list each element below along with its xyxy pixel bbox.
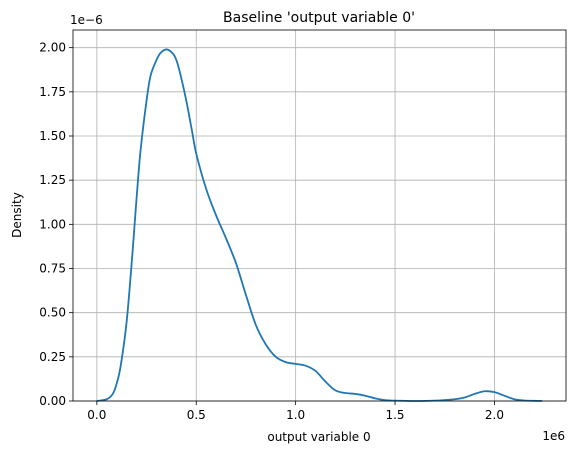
tick-layer: 0.0 0.5 1.0 1.5 2.0 0.00 0.25 0.50 0.75 1.00 1.25 1…: [39, 41, 504, 422]
x-tick-label: 0.5: [187, 408, 206, 422]
y-tick-label: 0.75: [39, 262, 66, 276]
y-tick-label: 1.75: [39, 85, 66, 99]
y-tick-label: 0.50: [39, 306, 66, 320]
x-tick-label: 1.5: [385, 408, 404, 422]
y-tick-label: 1.50: [39, 129, 66, 143]
x-tick-label: 2.0: [485, 408, 504, 422]
y-tick-label: 1.25: [39, 173, 66, 187]
x-tick-label: 1.0: [286, 408, 305, 422]
chart-title: Baseline 'output variable 0': [223, 10, 415, 26]
x-axis-label: output variable 0: [267, 430, 370, 444]
x-tick-label: 0.0: [87, 408, 106, 422]
y-tick-label: 0.25: [39, 350, 66, 364]
density-curve: [96, 48, 543, 402]
y-tick-label: 0.00: [39, 394, 66, 408]
x-offset-label: 1e6: [542, 429, 565, 443]
plot-frame: [72, 29, 567, 402]
line-layer: [96, 48, 543, 402]
y-tick-label: 2.00: [39, 41, 66, 55]
y-axis-label: Density: [10, 192, 24, 238]
y-offset-label: 1e−6: [70, 13, 103, 27]
y-tick-label: 1.00: [39, 217, 66, 231]
grid-layer: [73, 30, 566, 402]
